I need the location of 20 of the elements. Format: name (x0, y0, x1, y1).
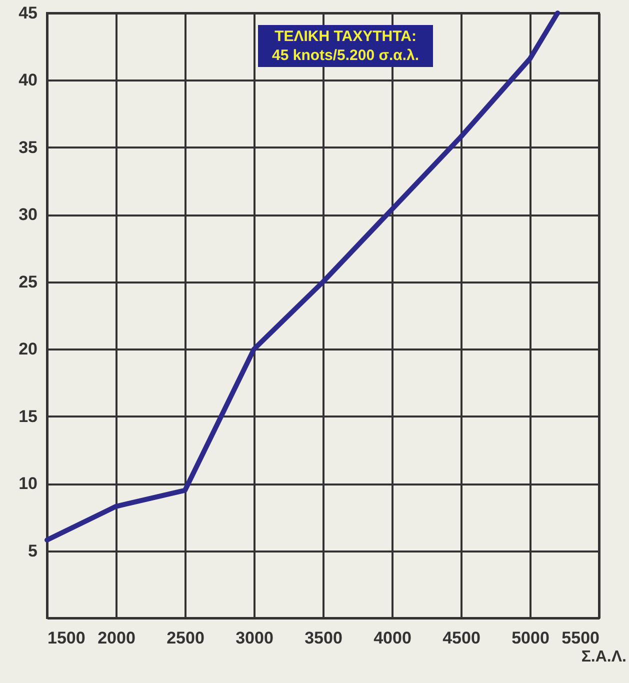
annotation: ΤΕΛΙΚΗ ΤΑΧΥΤΗΤΑ: 45 knots/5.200 σ.α.λ. (258, 25, 434, 67)
y-tick-label: 10 (18, 474, 38, 494)
y-tick-label: 20 (18, 340, 38, 359)
y-tick-label: 5 (28, 541, 38, 560)
x-tick-label: 2000 (98, 628, 136, 648)
x-tick-label: 3000 (236, 628, 274, 648)
x-tick-label: 5500 (562, 628, 600, 648)
y-tick-label: 45 (18, 4, 38, 22)
y-tick-label: 35 (18, 138, 38, 157)
x-tick-label: 1500 (48, 628, 86, 648)
x-tick-label: 5000 (512, 628, 550, 648)
x-tick-label: 4500 (442, 628, 480, 648)
x-tick-label: 4000 (374, 628, 412, 648)
y-tick-label: 25 (18, 272, 38, 292)
y-tick-label: 15 (18, 406, 38, 426)
y-tick-label: 30 (18, 205, 38, 224)
y-tick-label: 40 (18, 70, 38, 90)
x-tick-label: 3500 (304, 628, 342, 648)
x-axis-title: Σ.Α.Λ. (581, 648, 626, 666)
x-tick-label: 2500 (166, 628, 204, 648)
